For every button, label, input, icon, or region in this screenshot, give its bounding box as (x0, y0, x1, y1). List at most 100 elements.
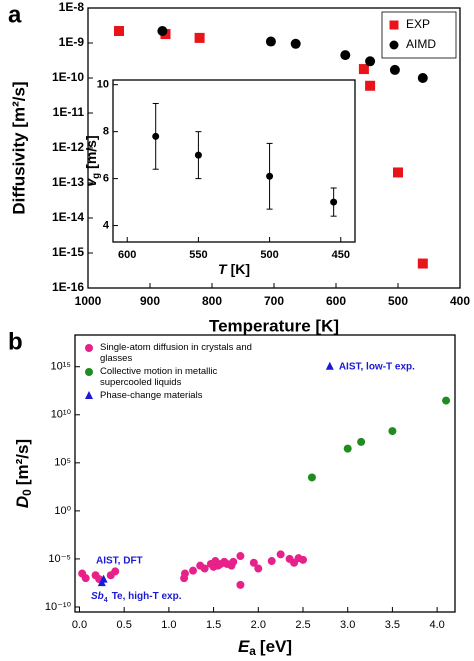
marker (393, 167, 403, 178)
marker (276, 550, 285, 559)
marker (442, 396, 451, 405)
marker (85, 368, 93, 376)
x-tick-label: 500 (388, 294, 408, 308)
y-tick-label: 10⁻¹⁰ (45, 601, 72, 613)
x-tick-label: 700 (264, 294, 284, 308)
x-tick-label: 500 (260, 249, 278, 261)
y-tick-label: 1E-16 (52, 280, 84, 294)
x-axis-title-subscript: a (249, 644, 256, 658)
marker (152, 132, 160, 140)
x-axis-title-unit: [K] (231, 261, 250, 277)
x-axis-title-unit: [eV] (260, 637, 292, 656)
legend-box (381, 11, 457, 59)
marker (236, 580, 245, 589)
marker (290, 38, 301, 49)
marker (357, 437, 366, 446)
marker (180, 569, 189, 578)
annotation-symbol: Sb (91, 591, 104, 602)
legend-marker (85, 344, 93, 352)
marker (111, 567, 120, 576)
x-tick-label: 2.5 (295, 619, 310, 631)
y-axis-title-symbol: D (13, 496, 32, 508)
y-axis-title: D0 [m²/s] (13, 439, 34, 508)
x-tick-label: 2.0 (251, 619, 266, 631)
panel-label: a (8, 1, 22, 28)
marker (307, 473, 316, 482)
x-tick-label: 1.0 (161, 619, 176, 631)
annotation: AIST, low-T exp. (339, 361, 415, 372)
annotation-unit: Te, high-T exp. (112, 591, 182, 602)
marker (365, 80, 376, 91)
marker (299, 555, 307, 564)
y-tick-label: 4 (103, 219, 110, 231)
x-tick-label: 600 (326, 294, 346, 308)
y-tick-label: 1E-11 (53, 105, 85, 119)
marker (417, 258, 428, 269)
marker (157, 26, 168, 37)
x-tick-label: 1000 (75, 294, 102, 308)
marker (388, 427, 397, 436)
legend-item: Single-atom diffusion in crystals and gl… (84, 342, 284, 364)
marker (417, 73, 428, 83)
marker (229, 557, 238, 566)
marker (99, 574, 108, 583)
plot-frame (74, 334, 456, 613)
legend-label: EXP (406, 17, 430, 31)
marker (85, 391, 93, 399)
marker (325, 361, 334, 370)
x-axis-title: Temperature [K] (209, 316, 339, 335)
x-tick-label: 550 (189, 249, 207, 261)
x-tick-label: 400 (450, 294, 470, 308)
x-axis-title-symbol: E (238, 637, 250, 656)
marker (194, 32, 205, 43)
x-tick-label: 0.0 (72, 619, 87, 631)
y-tick-label: 10⁻⁵ (48, 553, 71, 565)
y-tick-label: 1E-14 (52, 210, 84, 224)
x-tick-label: 0.5 (117, 619, 132, 631)
y-tick-label: 6 (103, 173, 109, 185)
marker (81, 574, 90, 583)
x-tick-label: 600 (118, 249, 136, 261)
panel-label: b (8, 328, 23, 355)
y-tick-label: 1E-8 (59, 0, 85, 14)
legend-label: Phase-change materials (100, 390, 203, 401)
legend-label: AIMD (406, 37, 436, 51)
y-axis-title: Diffusivity [m²/s] (9, 81, 28, 214)
x-axis-title: Ea [eV] (238, 637, 292, 658)
marker (200, 564, 209, 573)
marker (389, 40, 399, 50)
legend-marker (85, 368, 93, 376)
marker (389, 20, 399, 30)
marker (254, 564, 263, 573)
legend-item: Collective motion in metallic supercoole… (84, 366, 284, 388)
x-axis-title: T [K] (218, 261, 250, 277)
y-tick-label: 10¹⁰ (51, 409, 72, 421)
y-axis-title-symbol: v (83, 178, 99, 187)
annotation: AIST, DFT (96, 556, 143, 567)
y-tick-label: 1E-15 (52, 245, 84, 259)
annotation-subscript: 4 (104, 597, 108, 604)
x-tick-label: 4.0 (429, 619, 444, 631)
y-axis-title-unit: [m/s] (83, 135, 99, 168)
plot-frame (112, 79, 356, 243)
marker (358, 64, 369, 75)
y-tick-label: 1E-12 (52, 140, 84, 154)
y-axis-title-subscript: 0 (20, 489, 34, 496)
marker (194, 151, 202, 159)
y-tick-label: 1E-9 (59, 35, 85, 49)
marker (85, 344, 93, 352)
legend: Single-atom diffusion in crystals and gl… (84, 342, 284, 403)
x-tick-label: 1.5 (206, 619, 221, 631)
y-axis-title-unit: [m²/s] (13, 439, 32, 485)
legend-label: Collective motion in metallic supercoole… (100, 366, 218, 388)
x-tick-label: 900 (140, 294, 160, 308)
y-tick-label: 10⁰ (54, 505, 71, 517)
marker (236, 552, 245, 561)
marker (266, 172, 274, 180)
legend-item: Phase-change materials (84, 390, 284, 401)
marker (189, 566, 198, 575)
x-tick-label: 450 (332, 249, 350, 261)
marker (267, 557, 276, 566)
y-tick-label: 10⁵ (54, 457, 71, 469)
